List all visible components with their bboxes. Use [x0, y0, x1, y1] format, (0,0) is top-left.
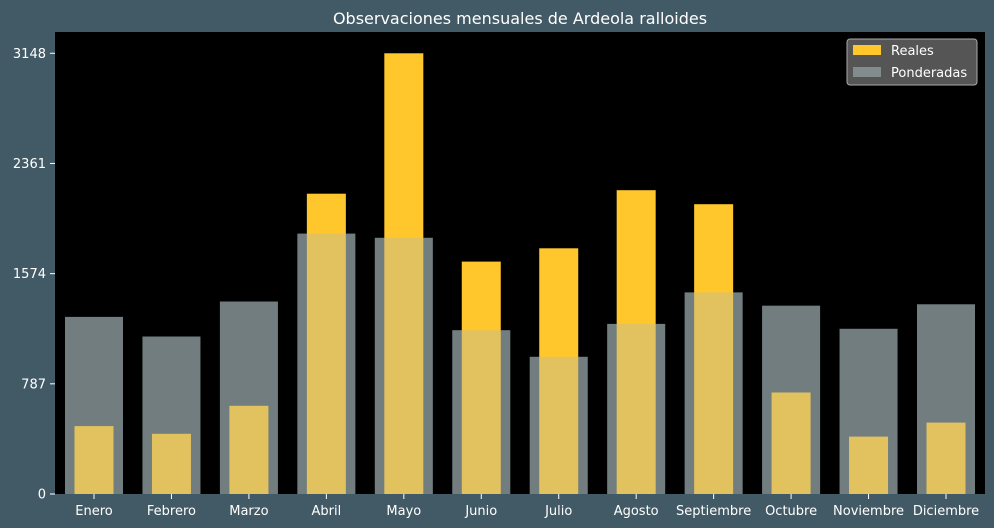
bar-reales-enero — [74, 426, 114, 494]
bar-reales-junio — [461, 261, 501, 494]
bar-reales-octubre — [771, 392, 811, 494]
x-tick-label: Marzo — [229, 504, 268, 519]
bar-ponderadas-overlay-abril — [297, 233, 356, 494]
bar-reales-abril — [306, 193, 346, 494]
plot-area — [55, 32, 985, 494]
bar-reales-diciembre — [926, 422, 966, 494]
x-tick-label: Enero — [75, 504, 113, 519]
x-tick-label: Febrero — [147, 504, 196, 519]
x-tick-label: Junio — [464, 504, 497, 519]
x-tick-label: Abril — [312, 504, 342, 519]
x-tick-label: Julio — [544, 504, 572, 519]
legend-swatch-ponderadas — [853, 67, 881, 77]
x-axis: Enero Febrero Marzo Abril Mayo Junio Julio Agos… — [75, 494, 979, 519]
y-tick-label: 787 — [21, 377, 46, 392]
chart-title: Observaciones mensuales de Ardeola rallo… — [333, 9, 707, 28]
y-tick-label: 0 — [38, 488, 46, 503]
y-tick-label: 3148 — [13, 47, 46, 62]
bar-ponderadas-overlay-diciembre — [917, 304, 975, 494]
actual-bars-series — [74, 53, 966, 494]
bar-ponderadas-overlay-septiembre — [684, 292, 743, 494]
x-tick-label: Diciembre — [913, 504, 979, 519]
x-tick-label: Octubre — [765, 504, 817, 519]
bar-ponderadas-overlay-enero — [65, 316, 123, 494]
bar-reales-marzo — [229, 405, 269, 494]
bar-ponderadas-overlay-noviembre — [839, 328, 898, 494]
bar-ponderadas-overlay-mayo — [374, 237, 433, 495]
y-tick-label: 2361 — [13, 157, 46, 172]
x-tick-label: Agosto — [614, 504, 659, 519]
bar-reales-agosto — [616, 190, 656, 494]
bar-ponderadas-overlay-marzo — [219, 301, 278, 494]
legend-label-ponderadas: Ponderadas — [891, 66, 967, 81]
y-tick-label: 1574 — [13, 267, 46, 282]
bar-reales-noviembre — [849, 436, 889, 494]
x-tick-label: Noviembre — [833, 504, 904, 519]
bar-ponderadas-overlay-octubre — [762, 305, 821, 494]
bar-ponderadas-overlay-agosto — [607, 323, 666, 494]
legend-label-reales: Reales — [891, 44, 934, 59]
bar-ponderadas-overlay-junio — [452, 330, 511, 494]
bar-ponderadas-overlay-febrero — [142, 336, 201, 494]
legend: Reales Ponderadas — [846, 38, 978, 86]
bar-reales-mayo — [384, 53, 424, 494]
weighted-bars-overlay — [65, 233, 975, 495]
bar-reales-julio — [539, 248, 579, 494]
y-axis: 0 787 1574 2361 3148 — [13, 47, 55, 503]
bar-ponderadas-overlay-julio — [529, 356, 588, 494]
x-tick-label: Mayo — [386, 504, 421, 519]
legend-swatch-reales — [853, 45, 881, 55]
x-tick-label: Septiembre — [676, 504, 751, 519]
bar-reales-septiembre — [694, 204, 734, 494]
bar-reales-febrero — [151, 433, 191, 494]
